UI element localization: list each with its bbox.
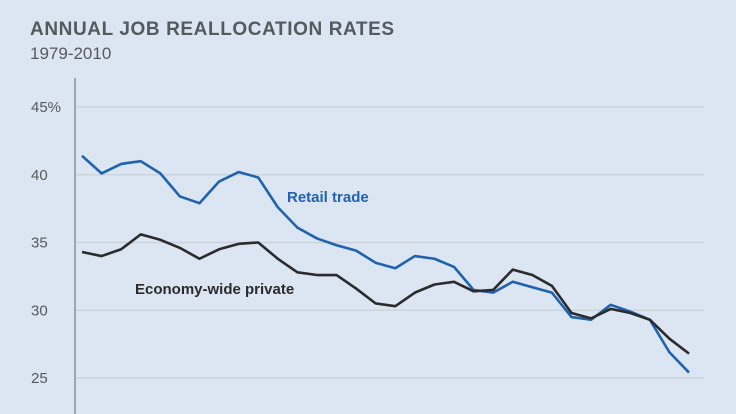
y-tick-label: 30 — [31, 302, 48, 319]
y-tick-label: 45% — [31, 99, 61, 116]
series-label-economy-wide-private: Economy-wide private — [135, 281, 294, 298]
series-line-retail-trade — [81, 154, 690, 374]
series-label-retail-trade: Retail trade — [287, 189, 369, 206]
chart-title: ANNUAL JOB REALLOCATION RATES — [30, 19, 395, 40]
series-line-economy-wide-private — [81, 233, 690, 355]
chart-subtitle: 1979-2010 — [30, 44, 112, 63]
y-tick-label: 40 — [31, 167, 48, 184]
y-tick-label: 25 — [31, 370, 48, 387]
y-tick-label: 35 — [31, 235, 48, 252]
